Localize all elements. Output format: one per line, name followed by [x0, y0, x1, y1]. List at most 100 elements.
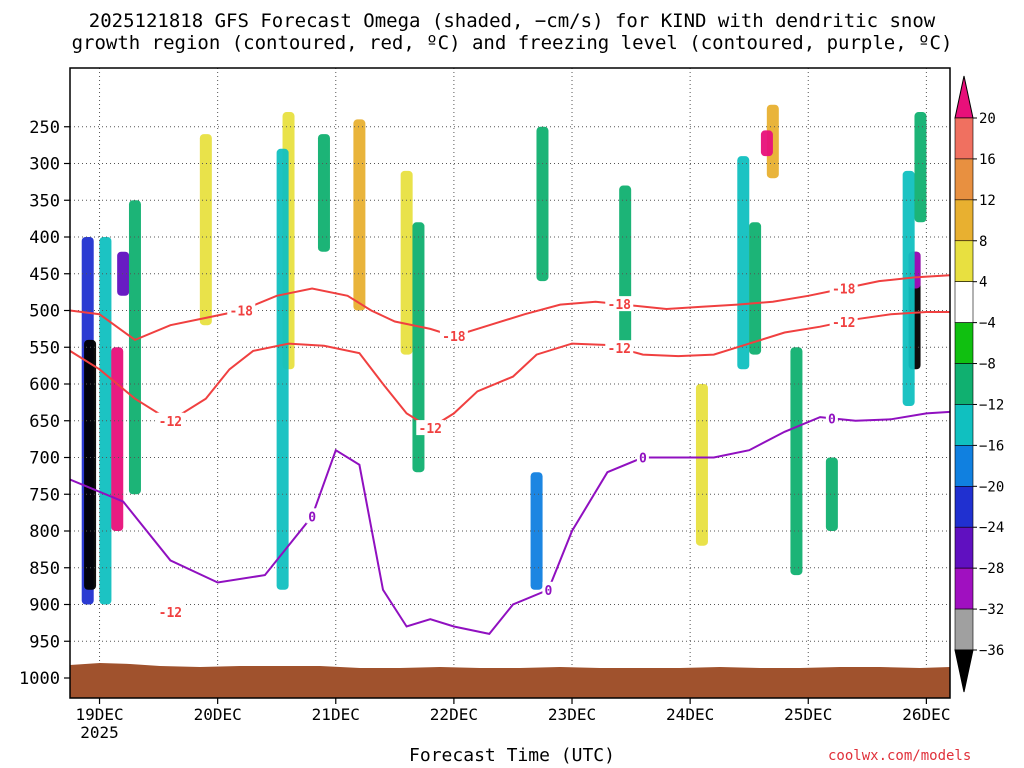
omega-cell-18: [619, 185, 632, 355]
y-tick-label-450: 450: [29, 265, 60, 285]
contour-label-bg-12: [825, 410, 838, 426]
colorbar-swatch-7: [954, 404, 974, 446]
colorbar: 20 16 12 8 4 −4 −8 −12 −16 −20 −24 −28 −32 −36: [954, 75, 1004, 693]
contour-layer: [70, 274, 950, 636]
x-tick-label-20DEC: 20DEC: [194, 705, 242, 724]
y-tick-label-250: 250: [29, 118, 60, 138]
colorbar-label-0: 20: [979, 111, 996, 127]
colorbar-swatch-8: [954, 445, 974, 487]
colorbar-label-8: −16: [979, 438, 1004, 454]
x-tick-label-21DEC: 21DEC: [312, 705, 360, 724]
chart-title-line-2: growth region (contoured, red, ºC) and f…: [71, 32, 953, 54]
colorbar-top-arrow: [954, 75, 974, 119]
colorbar-swatch-12: [954, 608, 974, 651]
colorbar-label-5: −4: [979, 316, 996, 332]
colorbar-swatch-6: [954, 363, 974, 405]
x-tick-label-25DEC: 25DEC: [784, 705, 832, 724]
contour-label-3: -18: [832, 282, 856, 297]
omega-cell-14: [483, 126, 496, 311]
omega-cell-12: [400, 170, 413, 355]
colorbar-label-1: 16: [979, 152, 996, 168]
omega-cell-7: [199, 134, 212, 326]
contour-label-4: -12: [159, 415, 182, 430]
omega-cell-6: [152, 119, 165, 385]
colorbar-label-9: −20: [979, 479, 1004, 495]
contour-label-bg-9: [306, 508, 319, 524]
omega-cell-33: [932, 126, 945, 237]
plot-frame: [69, 67, 951, 699]
omega-cell-3: [111, 347, 124, 531]
y-tick-label-550: 550: [29, 338, 60, 358]
contour-label-bg-4: [156, 412, 185, 428]
contour-label-6: -12: [608, 342, 631, 357]
contour-label-2: -18: [608, 298, 632, 313]
omega-cell-10: [276, 148, 289, 590]
y-tick-label-300: 300: [29, 155, 60, 175]
y-tick-label-350: 350: [29, 191, 60, 211]
chart-title-line-1: 2025121818 GFS Forecast Omega (shaded, −…: [88, 10, 936, 32]
contour-label-bg-6: [605, 340, 634, 356]
y-tick-label-950: 950: [29, 632, 60, 652]
colorbar-swatch-2: [954, 199, 974, 242]
y-tick-label-500: 500: [29, 302, 60, 322]
contour-label-8: -12: [159, 606, 182, 621]
y-tick-label-750: 750: [29, 485, 60, 505]
dendritic-contour-minus12: [70, 311, 950, 430]
omega-cell-13: [447, 185, 460, 407]
omega-cell-4: [117, 251, 130, 296]
y-tick-label-650: 650: [29, 412, 60, 432]
colorbar-swatch-1: [954, 158, 974, 201]
plot-background: [70, 68, 950, 698]
omega-shading-layer: [81, 90, 945, 605]
contour-label-bg-2: [605, 296, 634, 312]
colorbar-swatch-4: [954, 281, 974, 323]
x-tick-label-23DEC: 23DEC: [548, 705, 596, 724]
colorbar-label-13: −36: [979, 643, 1004, 659]
omega-cell-19: [625, 90, 638, 149]
colorbar-swatch-0: [954, 117, 974, 160]
contour-label-0: -18: [230, 305, 254, 320]
credit-link[interactable]: coolwx.com/models: [828, 748, 972, 764]
omega-cell-23: [695, 384, 708, 546]
omega-cell-28: [784, 141, 797, 201]
colorbar-label-10: −24: [979, 520, 1004, 536]
freezing-level-contour-0: [70, 410, 950, 636]
colorbar-swatch-11: [954, 567, 974, 610]
y-tick-label-800: 800: [29, 522, 60, 542]
omega-cell-25: [760, 130, 773, 157]
contour-label-5: -12: [419, 422, 442, 437]
x-tick-label-26DEC: 26DEC: [902, 705, 950, 724]
terrain-ground: [70, 663, 950, 698]
colorbar-swatch-3: [954, 240, 974, 282]
colorbar-label-12: −32: [979, 602, 1004, 618]
y-tick-label-600: 600: [29, 375, 60, 395]
colorbar-swatch-5: [954, 322, 974, 364]
colorbar-label-3: 8: [979, 234, 987, 250]
colorbar-label-4: 4: [979, 275, 987, 291]
contour-label-bg-8: [156, 603, 185, 619]
y-tick-label-1000: 1000: [19, 669, 60, 689]
omega-cell-32: [914, 112, 927, 223]
colorbar-label-2: 12: [979, 193, 996, 209]
omega-cell-26: [790, 347, 803, 576]
contour-label-bg-10: [542, 581, 555, 597]
omega-cell-27: [825, 457, 838, 531]
omega-cell-16: [536, 126, 549, 282]
omega-cell-1: [84, 339, 97, 590]
x-tick-label-19DEC: 19DEC: [75, 705, 123, 724]
x-year-label: 2025: [80, 723, 119, 742]
x-axis: 19DEC 20DEC 21DEC 22DEC 23DEC 24DEC 25DEC 26DEC…: [75, 698, 950, 742]
contour-label-bg-3: [829, 280, 858, 296]
omega-cell-20: [530, 472, 543, 590]
contour-label-12: 0: [828, 412, 836, 427]
x-tick-label-24DEC: 24DEC: [666, 705, 714, 724]
omega-cell-11: [353, 119, 366, 311]
contour-label-bg-0: [227, 302, 256, 318]
x-axis-title: Forecast Time (UTC): [409, 745, 615, 766]
colorbar-bottom-arrow: [954, 649, 974, 693]
colorbar-swatch-10: [954, 526, 974, 569]
omega-cell-22: [749, 222, 762, 355]
omega-cell-17: [601, 134, 614, 326]
contour-label-9: 0: [308, 510, 316, 525]
